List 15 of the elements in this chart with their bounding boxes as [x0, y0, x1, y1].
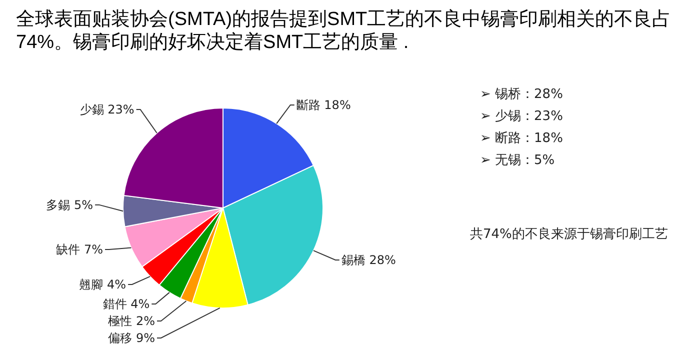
chart-title: 全球表面贴装协会(SMTA)的报告提到SMT工艺的不良中锡膏印刷相关的不良占74%。锡膏印刷的好坏决定着SMT工艺的质量 . — [16, 8, 672, 54]
slice-label: 極性 2% — [108, 314, 155, 328]
slice-label: 錫橋 28% — [341, 253, 396, 268]
slice-label: 偏移 9% — [108, 331, 155, 346]
slice-label: 錯件 4% — [102, 297, 150, 312]
text: 共74%的不良来源于锡膏印刷工艺 — [470, 227, 668, 242]
slice-label: 少錫 23% — [80, 102, 134, 117]
text: ➢ 断路：18% — [480, 131, 563, 146]
slice-label: 多錫 5% — [46, 198, 94, 212]
text: ➢ 少锡：23% — [480, 109, 563, 124]
slice-label: 斷路 18% — [296, 98, 351, 112]
slice-label: 缺件 7% — [56, 242, 104, 257]
text: ➢ 无锡：5% — [480, 153, 555, 168]
slice-label: 翹腳 4% — [79, 278, 126, 292]
text: ➢ 锡桥：28% — [480, 87, 563, 102]
